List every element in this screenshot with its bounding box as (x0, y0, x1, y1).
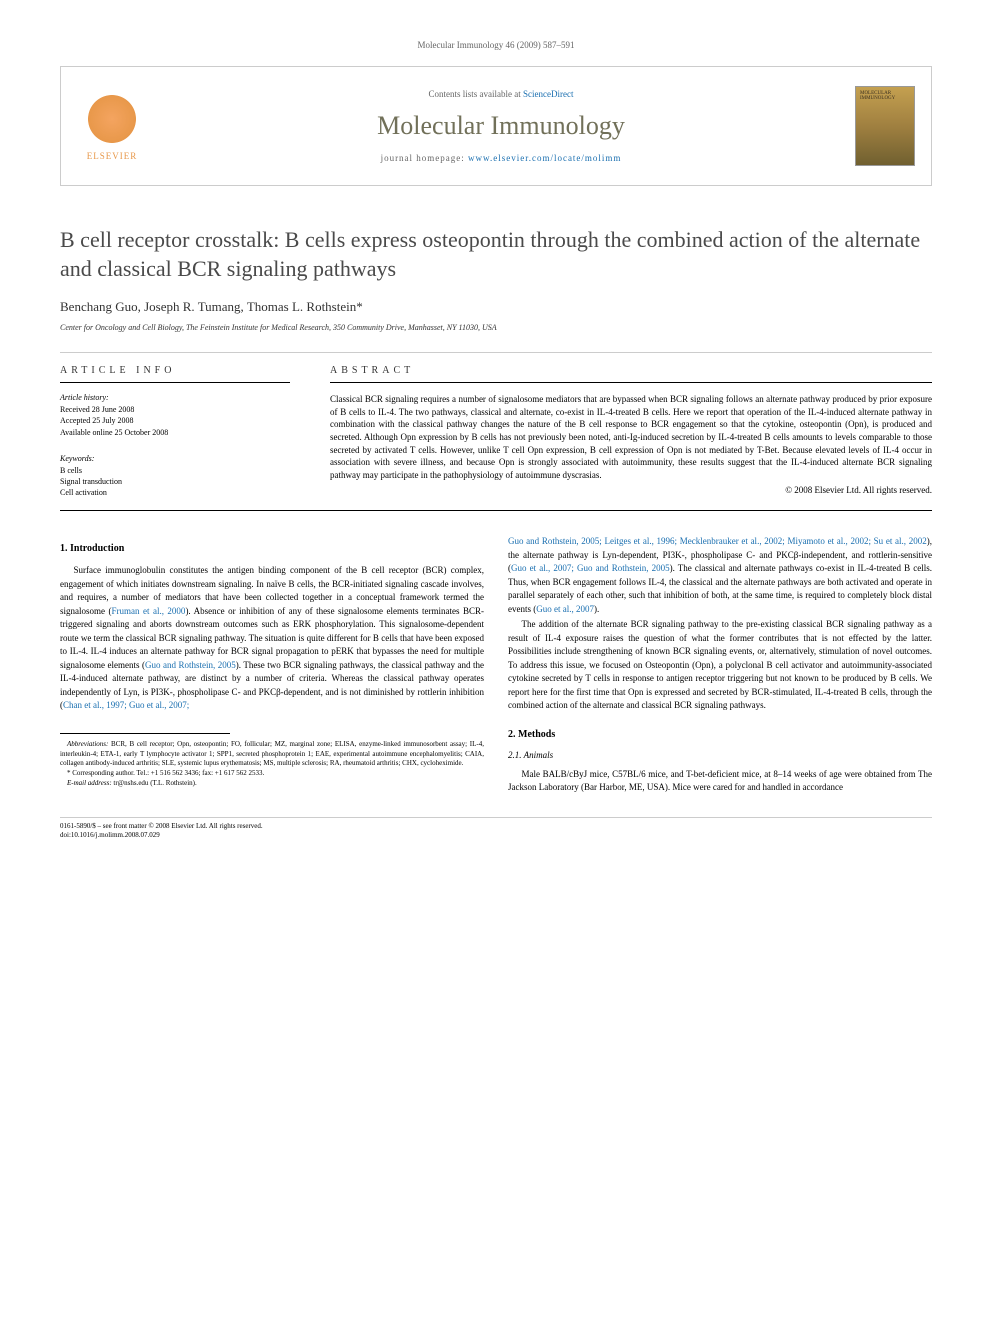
history-text: Received 28 June 2008 Accepted 25 July 2… (60, 404, 290, 438)
ref-fruman[interactable]: Fruman et al., 2000 (111, 606, 185, 616)
authors-line: Benchang Guo, Joseph R. Tumang, Thomas L… (60, 299, 932, 315)
homepage-line: journal homepage: www.elsevier.com/locat… (147, 153, 855, 163)
keywords-text: B cells Signal transduction Cell activat… (60, 465, 290, 499)
intro-heading: 1. Introduction (60, 543, 484, 554)
ref-block[interactable]: Guo and Rothstein, 2005; Leitges et al.,… (508, 536, 927, 546)
page-container: Molecular Immunology 46 (2009) 587–591 E… (0, 0, 992, 880)
intro-paragraph-1: Surface immunoglobulin constitutes the a… (60, 564, 484, 713)
col2-paragraph-2: The addition of the alternate BCR signal… (508, 618, 932, 713)
footer-doi: doi:10.1016/j.molimm.2008.07.029 (60, 831, 932, 840)
footnote-divider (60, 733, 230, 734)
header-citation: Molecular Immunology 46 (2009) 587–591 (60, 40, 932, 50)
homepage-prefix: journal homepage: (381, 153, 468, 163)
animals-heading: 2.1. Animals (508, 750, 932, 760)
methods-heading: 2. Methods (508, 729, 932, 740)
left-column: 1. Introduction Surface immunoglobulin c… (60, 535, 484, 797)
elsevier-label: ELSEVIER (87, 151, 138, 161)
sciencedirect-link[interactable]: ScienceDirect (523, 89, 573, 99)
email-footnote: E-mail address: tr@nshs.edu (T.L. Rothst… (60, 779, 484, 789)
ref-guo-2005[interactable]: Guo and Rothstein, 2005 (145, 660, 236, 670)
abstract-text: Classical BCR signaling requires a numbe… (330, 393, 932, 481)
footer-bar: 0161-5890/$ – see front matter © 2008 El… (60, 817, 932, 840)
keywords-label: Keywords: (60, 454, 290, 463)
cover-label: MOLECULAR IMMUNOLOGY (860, 91, 910, 101)
contents-line: Contents lists available at ScienceDirec… (147, 89, 855, 99)
ref-chan[interactable]: Chan et al., 1997; Guo et al., 2007; (63, 700, 189, 710)
abbreviations-footnote: Abbreviations: BCR, B cell receptor; Opn… (60, 740, 484, 769)
ref-guo-2007[interactable]: Guo et al., 2007; Guo and Rothstein, 200… (511, 563, 670, 573)
journal-cover-thumb[interactable]: MOLECULAR IMMUNOLOGY (855, 86, 915, 166)
article-title: B cell receptor crosstalk: B cells expre… (60, 226, 932, 283)
elsevier-tree-icon (84, 91, 140, 147)
corresponding-footnote: * Corresponding author. Tel.: +1 516 562… (60, 769, 484, 779)
animals-paragraph: Male BALB/cByJ mice, C57BL/6 mice, and T… (508, 768, 932, 795)
info-abstract-row: ARTICLE INFO Article history: Received 2… (60, 352, 932, 511)
abstract-heading: ABSTRACT (330, 365, 932, 383)
affiliation: Center for Oncology and Cell Biology, Th… (60, 323, 932, 332)
body-columns: 1. Introduction Surface immunoglobulin c… (60, 535, 932, 797)
article-info-col: ARTICLE INFO Article history: Received 2… (60, 353, 310, 510)
elsevier-logo[interactable]: ELSEVIER (77, 81, 147, 171)
footer-line1: 0161-5890/$ – see front matter © 2008 El… (60, 822, 932, 831)
banner-center: Contents lists available at ScienceDirec… (147, 89, 855, 163)
info-heading: ARTICLE INFO (60, 365, 290, 383)
col2-paragraph-1: Guo and Rothstein, 2005; Leitges et al.,… (508, 535, 932, 616)
contents-prefix: Contents lists available at (429, 89, 523, 99)
ref-guo-2007b[interactable]: Guo et al., 2007 (536, 604, 594, 614)
abstract-col: ABSTRACT Classical BCR signaling require… (310, 353, 932, 510)
journal-name: Molecular Immunology (147, 111, 855, 141)
email-link[interactable]: tr@nshs.edu (112, 779, 149, 787)
history-label: Article history: (60, 393, 290, 402)
homepage-link[interactable]: www.elsevier.com/locate/molimm (468, 153, 621, 163)
right-column: Guo and Rothstein, 2005; Leitges et al.,… (508, 535, 932, 797)
abstract-copyright: © 2008 Elsevier Ltd. All rights reserved… (330, 485, 932, 495)
journal-banner: ELSEVIER Contents lists available at Sci… (60, 66, 932, 186)
